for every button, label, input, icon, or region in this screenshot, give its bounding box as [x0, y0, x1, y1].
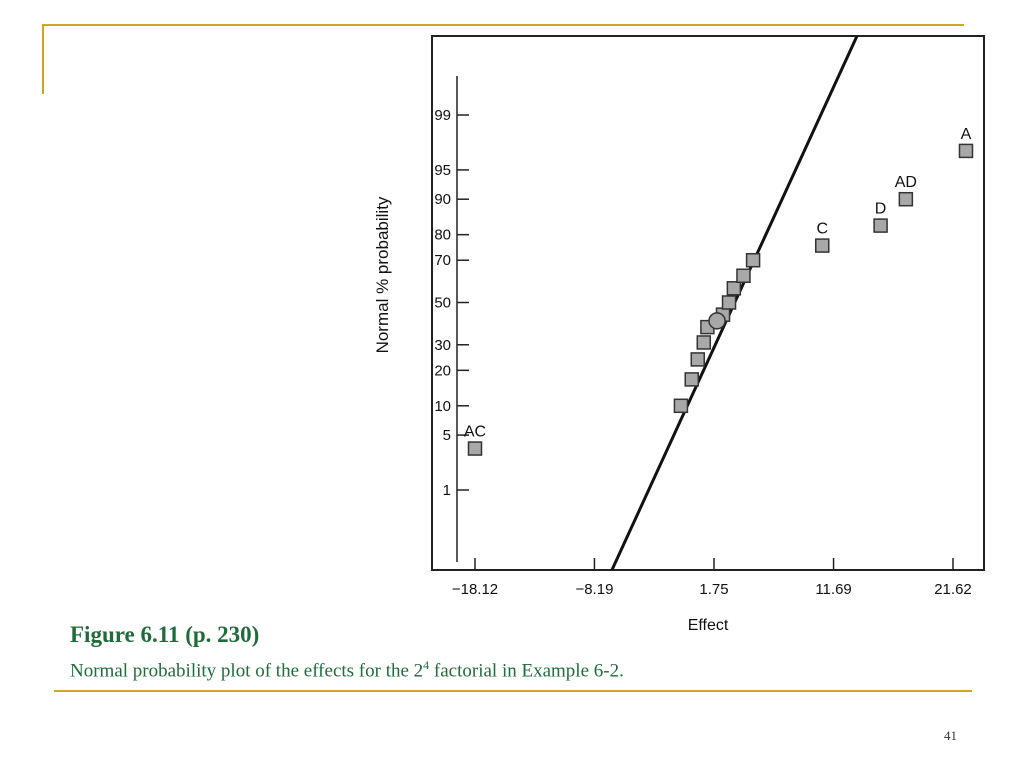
data-point	[958, 143, 974, 159]
data-point	[721, 295, 737, 310]
point-label: C	[816, 221, 828, 238]
caption-text-end: factorial in Example 6-2.	[429, 660, 624, 682]
data-point	[898, 191, 914, 207]
y-tick-label: 95	[434, 162, 451, 179]
page-number: 41	[944, 728, 957, 743]
data-point	[673, 398, 689, 414]
data-point	[684, 372, 699, 387]
figure-caption: Normal probability plot of the effects f…	[70, 658, 624, 682]
point-label: AD	[895, 174, 917, 191]
x-axis-label: Effect	[688, 617, 729, 634]
x-tick-label: 21.62	[934, 581, 972, 598]
figure-title: Figure 6.11 (p. 230)	[70, 622, 260, 647]
x-tick-label: 11.69	[815, 581, 851, 598]
y-tick-label: 99	[434, 107, 451, 124]
plot-frame	[431, 35, 985, 571]
normal-probability-plot: 1 5 10 20 30 50 70 80 90 95 99 −18.12 −8.19 1.75 11.69…	[373, 35, 985, 634]
caption-superscript: 4	[423, 658, 430, 672]
y-tick-label: 20	[434, 362, 451, 379]
point-label: AC	[464, 424, 486, 441]
point-label: A	[961, 126, 972, 143]
x-tick-label: −18.12	[452, 581, 498, 598]
bottom-accent-line	[54, 690, 972, 692]
data-point	[815, 238, 830, 253]
y-axis-label: Normal % probability	[373, 196, 392, 353]
data-point	[467, 441, 483, 456]
top-accent-line	[44, 24, 964, 26]
data-point	[726, 281, 742, 296]
y-tick-label: 50	[434, 295, 451, 312]
x-tick-label: 1.75	[699, 581, 728, 598]
reference-line	[610, 36, 859, 570]
circle-data-point	[708, 312, 726, 330]
y-tick-label: 10	[434, 398, 451, 415]
data-point	[690, 352, 706, 367]
y-tick-label: 5	[443, 427, 451, 444]
left-accent-line	[42, 24, 44, 94]
point-label: D	[875, 201, 887, 218]
y-tick-label: 30	[434, 337, 451, 354]
caption-text-start: Normal probability plot of the effects f…	[70, 660, 424, 682]
data-point	[873, 218, 888, 233]
x-tick-label: −8.19	[575, 581, 613, 598]
y-tick-label: 1	[443, 482, 451, 499]
data-point	[745, 252, 761, 268]
y-tick-label: 80	[434, 227, 451, 244]
data-point	[696, 335, 712, 350]
data-point	[736, 268, 751, 284]
y-tick-label: 90	[434, 191, 451, 208]
y-tick-label: 70	[434, 252, 451, 269]
